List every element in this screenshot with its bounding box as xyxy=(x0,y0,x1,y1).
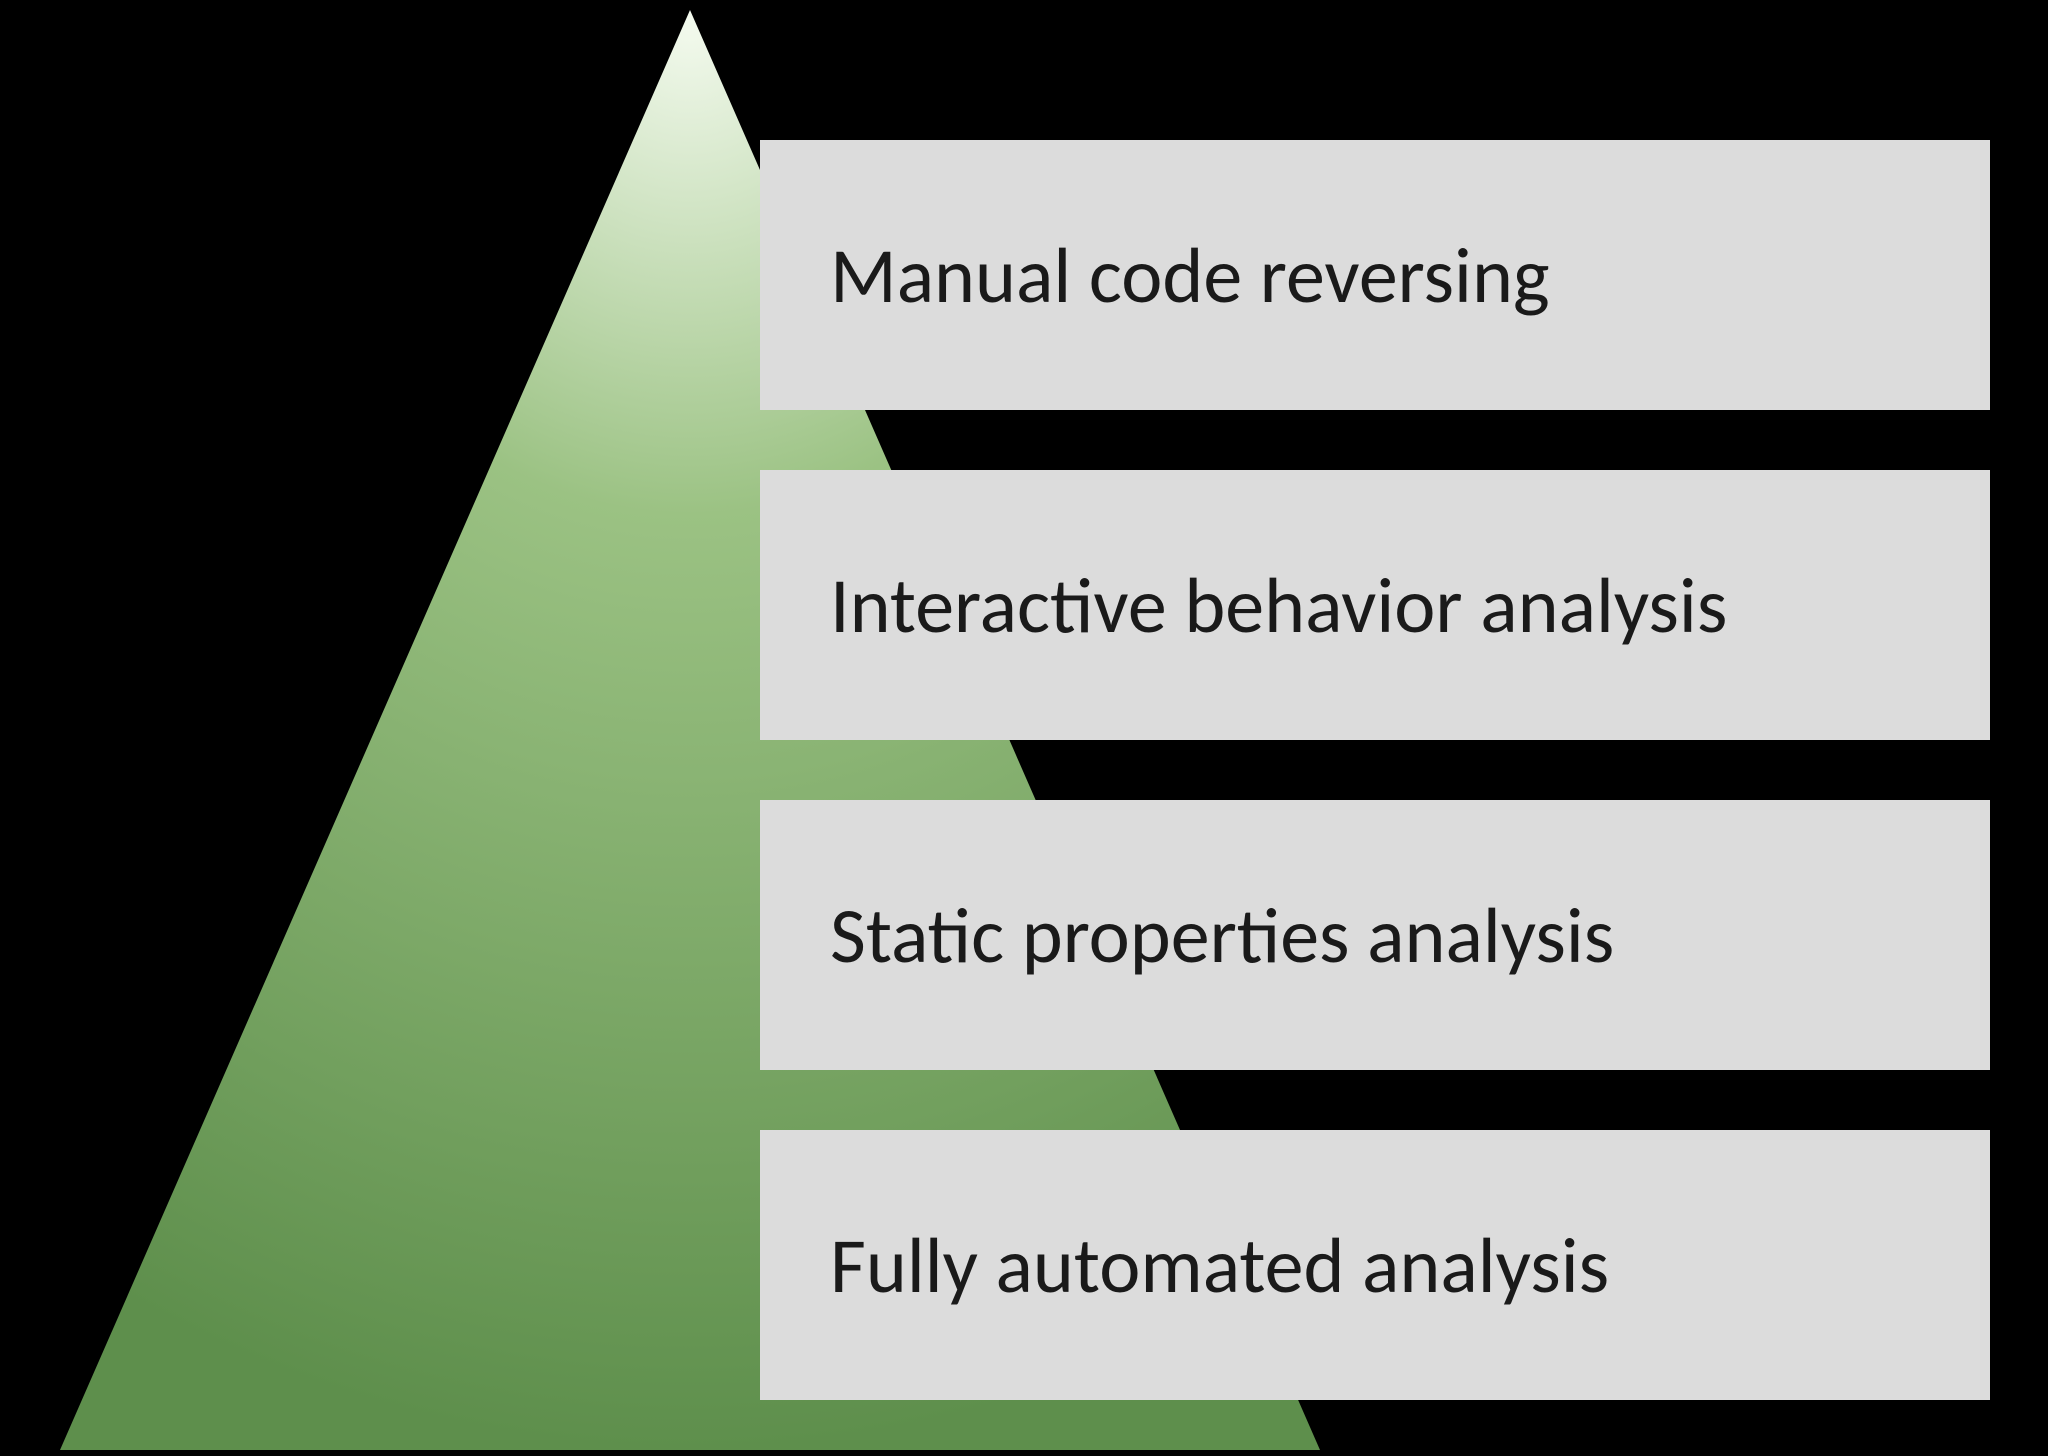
label-text-3: Static properties analysis xyxy=(830,888,1614,983)
pyramid-labels: Manual code reversing Interactive behavi… xyxy=(760,140,1990,1400)
label-box-3: Static properties analysis xyxy=(760,800,1990,1070)
label-text-2: Interactive behavior analysis xyxy=(830,558,1727,653)
label-box-4: Fully automated analysis xyxy=(760,1130,1990,1400)
label-text-4: Fully automated analysis xyxy=(830,1218,1609,1313)
label-text-1: Manual code reversing xyxy=(830,228,1550,323)
diagram-canvas: Manual code reversing Interactive behavi… xyxy=(0,0,2048,1456)
label-box-2: Interactive behavior analysis xyxy=(760,470,1990,740)
label-box-1: Manual code reversing xyxy=(760,140,1990,410)
